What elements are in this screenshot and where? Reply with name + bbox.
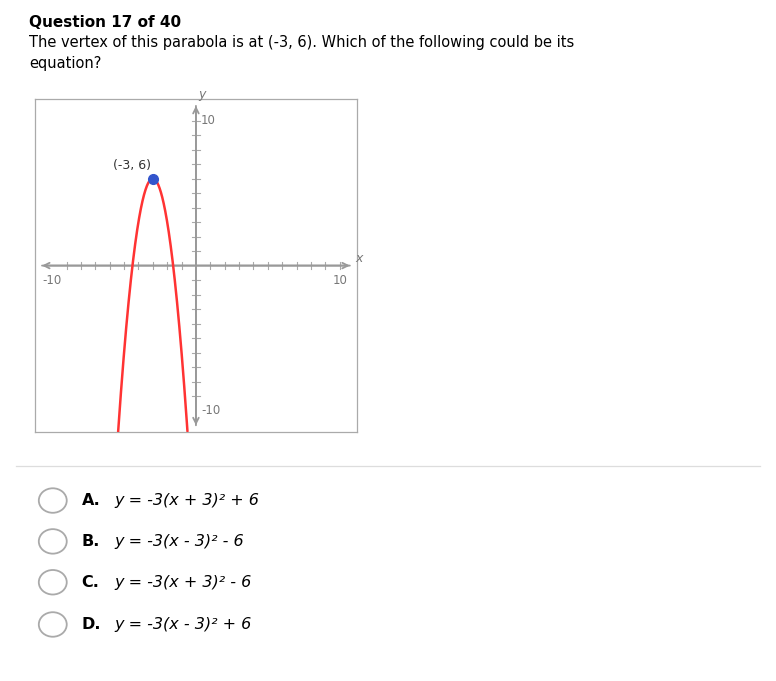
- Text: y = -3(x - 3)² + 6: y = -3(x - 3)² + 6: [115, 617, 252, 632]
- Text: y = -3(x + 3)² - 6: y = -3(x + 3)² - 6: [115, 575, 252, 590]
- Text: -10: -10: [43, 274, 62, 287]
- Text: C.: C.: [81, 575, 99, 590]
- Text: D.: D.: [81, 617, 101, 632]
- Text: 10: 10: [201, 114, 216, 127]
- Text: x: x: [355, 252, 363, 265]
- Text: -10: -10: [201, 404, 220, 417]
- Text: y = -3(x + 3)² + 6: y = -3(x + 3)² + 6: [115, 493, 260, 508]
- Text: Question 17 of 40: Question 17 of 40: [29, 15, 182, 30]
- Text: (-3, 6): (-3, 6): [113, 159, 151, 172]
- Text: B.: B.: [81, 534, 100, 549]
- Text: The vertex of this parabola is at (-3, 6). Which of the following could be its: The vertex of this parabola is at (-3, 6…: [29, 35, 575, 50]
- Text: y = -3(x - 3)² - 6: y = -3(x - 3)² - 6: [115, 534, 244, 549]
- Text: y: y: [198, 88, 206, 101]
- Text: 10: 10: [332, 274, 347, 287]
- Text: A.: A.: [81, 493, 100, 508]
- Text: equation?: equation?: [29, 56, 102, 71]
